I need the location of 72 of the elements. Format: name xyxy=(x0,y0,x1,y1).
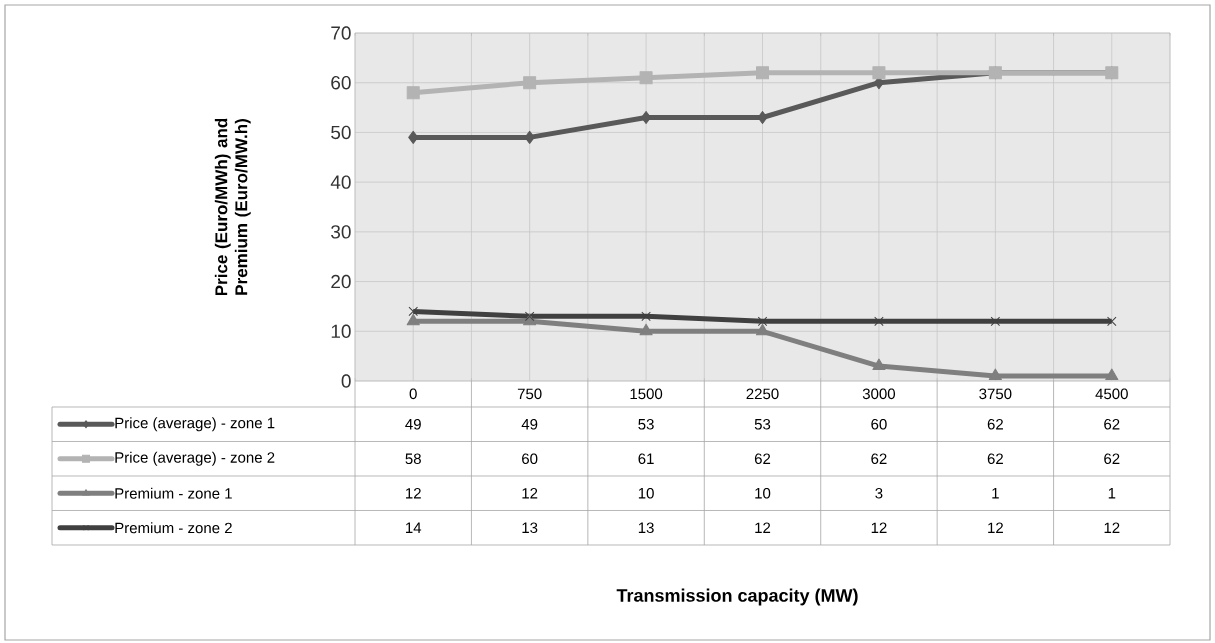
x-tick-label: 0 xyxy=(409,388,417,400)
data-label: 62 xyxy=(1104,418,1120,430)
point xyxy=(757,316,768,327)
text: Transmission capacity (MW) xyxy=(616,588,858,606)
y-tick-label: 10 xyxy=(331,324,351,339)
point xyxy=(872,358,886,371)
data-label: 62 xyxy=(754,453,771,465)
data-label: 13 xyxy=(638,522,654,534)
data-label: 1 xyxy=(992,488,999,499)
legend-label: Price (average) - zone 1 xyxy=(115,417,275,432)
data-label: 49 xyxy=(521,418,538,430)
x-tick-label: 3000 xyxy=(862,388,896,400)
legend-label: Premium - zone 2 xyxy=(115,522,232,534)
legend-label: Premium - zone 1 xyxy=(115,487,232,499)
point xyxy=(641,111,652,125)
point xyxy=(639,71,653,85)
point xyxy=(874,316,884,327)
y-tick-label: 20 xyxy=(331,274,351,289)
point xyxy=(641,311,651,322)
x-tick-label: 1500 xyxy=(630,388,663,400)
data-label: 49 xyxy=(405,418,421,430)
data-label: 12 xyxy=(522,488,538,499)
point xyxy=(990,316,1001,327)
point xyxy=(408,130,419,144)
point xyxy=(1105,368,1119,381)
y-tick-label: 0 xyxy=(341,374,351,388)
data-label: 10 xyxy=(755,487,771,499)
y-tick-label: 40 xyxy=(330,175,351,189)
data-label: 12 xyxy=(406,488,421,499)
data-label: 12 xyxy=(1104,522,1120,533)
data-label: 13 xyxy=(522,522,538,534)
point xyxy=(756,66,769,80)
point xyxy=(639,323,653,336)
point xyxy=(406,86,420,100)
data-label: 12 xyxy=(871,522,887,533)
point xyxy=(755,323,770,336)
point xyxy=(872,66,886,80)
point xyxy=(757,111,768,125)
data-label: 62 xyxy=(1104,453,1120,465)
data-label: 12 xyxy=(988,522,1003,533)
x-tick-label: 750 xyxy=(517,388,542,400)
point xyxy=(406,313,420,326)
data-label: 62 xyxy=(987,453,1003,465)
data-label: 62 xyxy=(871,453,887,465)
y-axis-title: Price (Euro/MWh) and Premium (Euro/MW.h) xyxy=(214,118,251,296)
data-label: 62 xyxy=(987,418,1003,430)
point xyxy=(524,130,535,144)
x-tick-label: 4500 xyxy=(1095,388,1128,400)
data-label: 60 xyxy=(522,453,538,465)
data-label: 3 xyxy=(875,487,883,499)
data-label: 58 xyxy=(405,453,421,465)
data-label: 10 xyxy=(638,487,654,499)
data-label: 12 xyxy=(755,522,771,533)
data-label: 1 xyxy=(1108,488,1116,499)
data-label: 60 xyxy=(871,418,887,430)
y-tick-label: 30 xyxy=(331,225,351,239)
data-label: 61 xyxy=(638,453,654,465)
point xyxy=(1107,316,1117,327)
data-label: 53 xyxy=(638,418,654,430)
x-tick-label: 2250 xyxy=(746,388,779,400)
y-tick-label: 70 xyxy=(331,26,351,40)
point xyxy=(873,76,884,90)
y-tick-label: 50 xyxy=(331,125,351,140)
legend-label: Price (average) - zone 2 xyxy=(115,451,275,466)
point xyxy=(988,368,1002,381)
x-tick-label: 3750 xyxy=(979,388,1012,400)
point xyxy=(523,76,537,90)
point xyxy=(524,311,535,322)
data-label: 14 xyxy=(406,522,422,533)
point xyxy=(408,306,418,317)
y-tick-label: 60 xyxy=(331,75,351,90)
data-label: 53 xyxy=(754,418,771,430)
